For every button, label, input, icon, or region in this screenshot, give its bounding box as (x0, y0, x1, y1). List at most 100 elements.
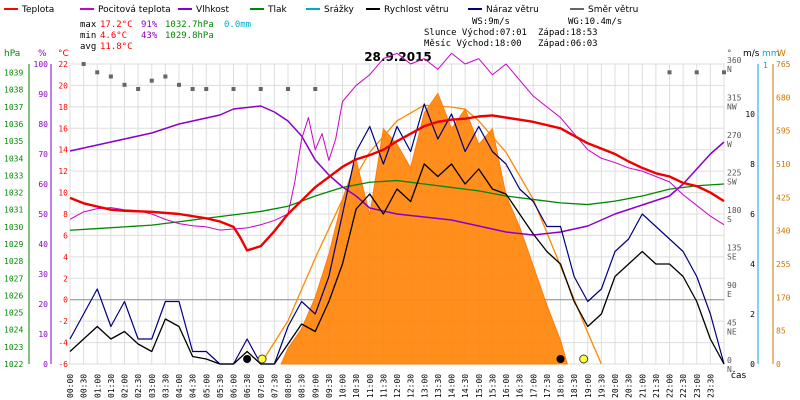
x-tick-label: 03:00 (148, 374, 157, 398)
wind-gust-line (69, 103, 725, 365)
hpa-tick-label: 1030 (4, 223, 23, 232)
ms-tick-label: 0 (750, 360, 755, 369)
dir-cardinal-label: SE (727, 253, 737, 262)
stat-min-temp: 4.6°C (100, 31, 127, 41)
pct-tick-label: 30 (38, 270, 48, 279)
hpa-tick-label: 1023 (4, 343, 23, 352)
x-tick-label: 18:00 (557, 374, 566, 398)
stat-min-label: min (80, 31, 96, 41)
dir-cardinal-label: N (727, 65, 732, 74)
ms-tick-label: 6 (750, 210, 755, 219)
ms-tick-label: 4 (750, 260, 755, 269)
temp-tick-label: -4 (58, 339, 68, 348)
hpa-tick-label: 1032 (4, 189, 23, 198)
wind-direction-dot (667, 70, 672, 75)
x-tick-label: 04:00 (175, 374, 184, 398)
legend-label: Tlak (267, 5, 288, 15)
hpa-tick-label: 1027 (4, 274, 23, 283)
x-tick-label: 11:30 (379, 374, 388, 398)
unit-ms: m/s (743, 49, 760, 59)
wind-direction-dot (258, 87, 263, 91)
temp-tick-label: 14 (58, 146, 68, 155)
hpa-tick-label: 1024 (4, 326, 23, 335)
unit-mm: mm (762, 49, 780, 59)
w-tick-label: 425 (776, 193, 791, 202)
x-tick-label: 12:30 (407, 374, 416, 398)
temp-tick-label: -6 (58, 360, 68, 369)
w-tick-label: 255 (776, 260, 791, 269)
temp-tick-label: 12 (58, 167, 68, 176)
stat-min-hum: 43% (141, 31, 158, 41)
x-tick-label: 00:00 (66, 374, 75, 398)
x-tick-label: 14:30 (461, 374, 470, 398)
stat-min-press: 1029.8hPa (165, 31, 214, 41)
stat-max-temp: 17.2°C (100, 20, 133, 30)
x-tick-label: 06:30 (243, 374, 252, 398)
pct-tick-label: 40 (38, 240, 48, 249)
x-tick-label: 16:00 (502, 374, 511, 398)
x-tick-label: 09:30 (325, 374, 334, 398)
sun-marker (579, 354, 589, 364)
w-tick-label: 0 (776, 360, 781, 369)
x-tick-label: 00:30 (80, 374, 89, 398)
x-tick-label: 19:00 (584, 374, 593, 398)
dir-cardinal-label: S (727, 215, 732, 224)
x-tick-label: 23:30 (706, 374, 715, 398)
wind-direction-dot (95, 70, 100, 75)
info-ws: WS:9m/s (472, 17, 510, 27)
hpa-tick-label: 1028 (4, 257, 23, 266)
w-tick-label: 340 (776, 227, 791, 236)
hpa-tick-label: 1033 (4, 171, 23, 180)
x-tick-label: 05:30 (216, 374, 225, 398)
wind-direction-dot (136, 87, 141, 91)
x-tick-label: 06:00 (230, 374, 239, 398)
hpa-tick-label: 1029 (4, 240, 23, 249)
dir-cardinal-label: W (727, 140, 732, 149)
dir-tick-label: 90 (727, 281, 737, 290)
pct-tick-label: 20 (38, 300, 48, 309)
x-tick-label: 15:30 (488, 374, 497, 398)
pct-tick-label: 80 (38, 120, 48, 129)
x-tick-label: 21:30 (652, 374, 661, 398)
wind-direction-dot (204, 87, 209, 91)
legend-label: Srážky (324, 5, 355, 15)
x-tick-label: 18:30 (570, 374, 579, 398)
ms-tick-label: 8 (750, 160, 755, 169)
temp-tick-label: 2 (63, 274, 68, 283)
info-wg: WG:10.4m/s (568, 17, 622, 27)
info-moon: Měsíc Východ:18:00 (424, 39, 522, 49)
moon-marker (243, 355, 252, 363)
x-tick-label: 09:00 (311, 374, 320, 398)
temp-tick-label: 4 (63, 253, 68, 262)
legend-label: Rychlost větru (384, 5, 449, 15)
temp-tick-label: 6 (63, 231, 68, 240)
stat-max-hum: 91% (141, 20, 158, 30)
ms-tick-label: 2 (750, 310, 755, 319)
wind-direction-dot (190, 87, 195, 91)
unit-hpa: hPa (4, 49, 20, 59)
w-tick-label: 170 (776, 293, 791, 302)
x-tick-label: 20:00 (611, 374, 620, 398)
pct-tick-label: 90 (38, 90, 48, 99)
moon-marker (556, 355, 565, 363)
x-tick-label: 11:00 (366, 374, 375, 398)
stat-max-label: max (80, 20, 97, 30)
pct-tick-label: 100 (34, 60, 49, 69)
sun-marker (257, 354, 267, 364)
hpa-tick-label: 1035 (4, 137, 23, 146)
temp-tick-label: 22 (58, 60, 68, 69)
info-moonset: Západ:06:03 (538, 39, 598, 49)
x-tick-label: 16:30 (516, 374, 525, 398)
unit-w: W (777, 49, 786, 59)
temperature-line (69, 114, 725, 252)
stat-avg-temp: 11.8°C (100, 42, 133, 52)
dir-tick-label: 225 (727, 169, 742, 178)
wind-direction-dot (177, 82, 181, 87)
dir-tick-label: 360 (727, 56, 742, 65)
x-tick-label: 01:30 (107, 374, 116, 398)
wind-direction-dot (694, 70, 699, 75)
unit-pct: % (38, 49, 47, 59)
x-tick-label: 17:30 (543, 374, 552, 398)
dir-tick-label: 45 (727, 319, 737, 328)
